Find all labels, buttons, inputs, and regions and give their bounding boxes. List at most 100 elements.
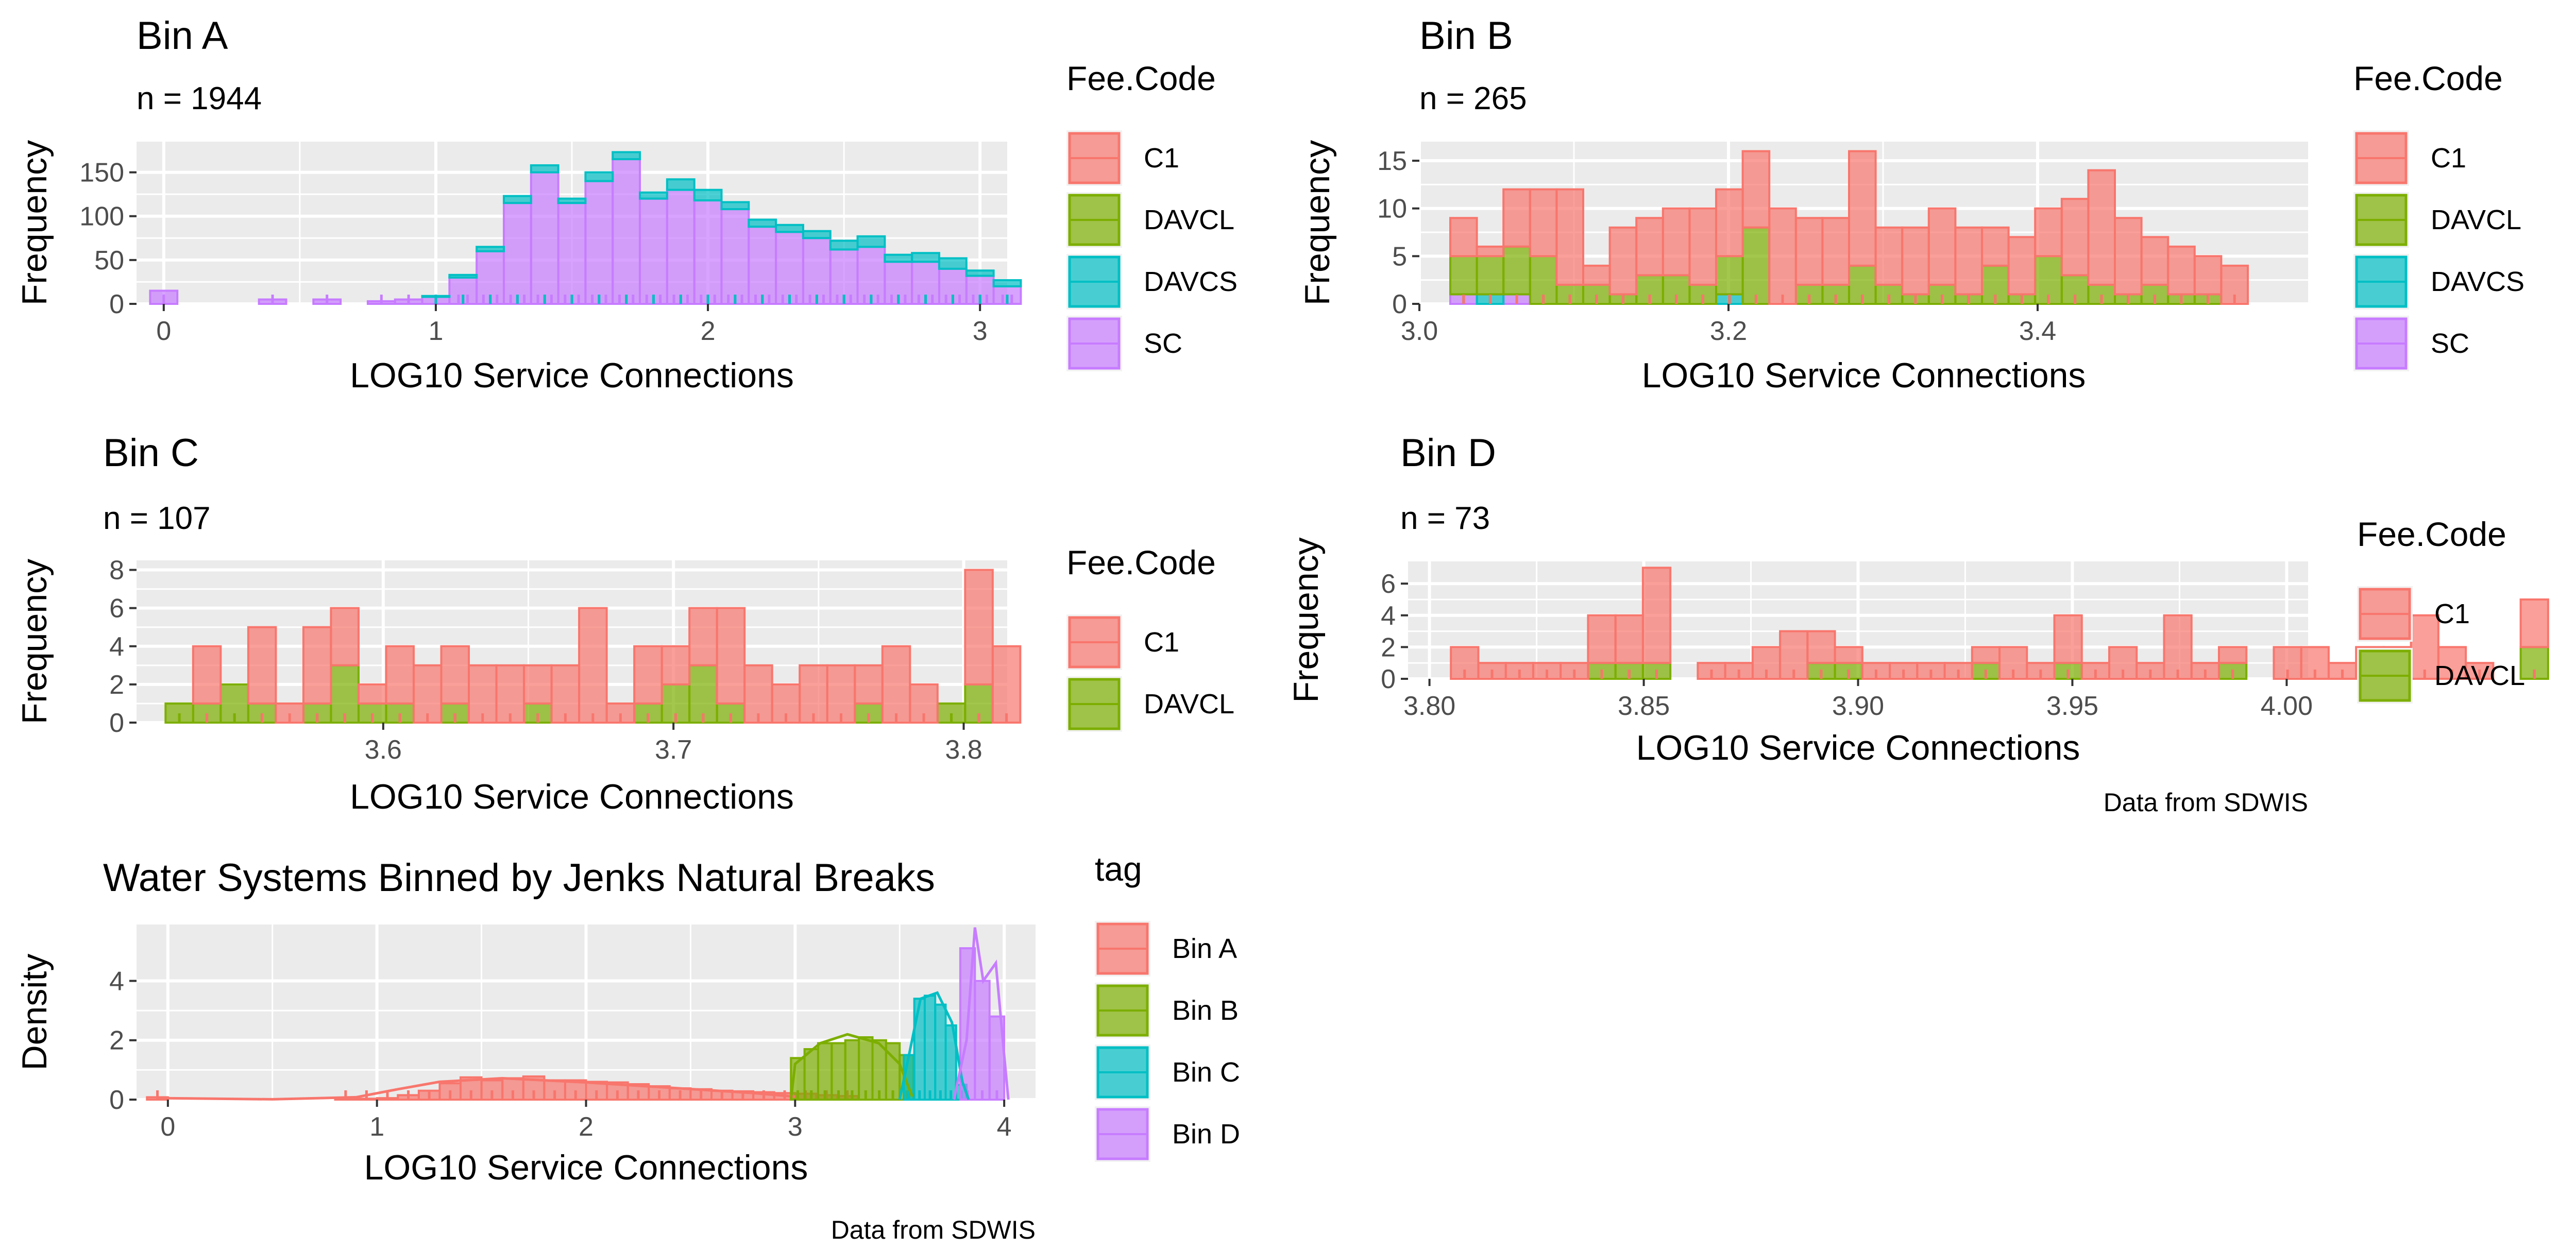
y-tick-label: 2 [1381,632,1396,662]
x-tick-label: 3 [973,316,988,346]
bar-c1 [881,645,911,724]
bar-sc [639,197,668,305]
legend-label: DAVCL [2431,204,2521,235]
bar-c1 [550,664,581,724]
density-line-bin-c [898,991,970,1100]
bar-c1 [964,569,994,686]
x-tick-label: 3.85 [1618,691,1670,721]
y-tick-label: 15 [1377,146,1407,176]
bar-c1 [2163,614,2193,680]
x-tick-label: 0 [160,1112,175,1142]
bar-sc [502,202,532,305]
bar-c1 [1901,226,1930,296]
bar-davcs [911,252,940,263]
bar-davcs [693,189,723,202]
legend-label: C1 [2431,143,2466,174]
legend-label: Bin C [1172,1057,1240,1088]
bar-c1 [1794,217,1824,286]
bar-c1 [578,607,608,724]
bar-bin-b [844,1039,860,1101]
y-tick-label: 0 [1381,664,1396,694]
bar-c1 [2087,169,2116,286]
bar-c1 [440,645,470,705]
y-tick-label: 0 [109,289,124,319]
bar-c1 [716,607,746,705]
bar-c1 [1834,646,1863,664]
legend-title: Fee.Code [2357,515,2506,553]
legend-label: C1 [1144,627,1179,658]
x-tick-label: 3.2 [1710,316,1747,346]
bar-bin-c [913,998,926,1101]
x-tick-label: 4 [997,1112,1012,1142]
bar-c1 [991,645,1022,724]
bar-c1 [2519,598,2549,648]
bar-bin-c [923,995,937,1101]
bar-sc [856,246,886,305]
bar-c1 [302,626,332,705]
bar-c1 [192,645,222,705]
rug [1462,295,2236,304]
x-tick-label: 4.00 [2261,691,2313,721]
bar-c1 [1954,226,1983,296]
y-tick-label: 6 [109,594,124,624]
bar-davcs [884,253,913,263]
bar-c1 [2167,245,2196,296]
bar-c1 [1768,207,1797,305]
chart-subtitle: n = 1944 [137,81,262,116]
bar-c1 [1741,150,1771,229]
bar-c1 [523,664,553,705]
legend: Fee.Code C1 DAVCL DAVCS SC [1066,59,1238,371]
x-tick-label: 3.80 [1403,691,1455,721]
bar-c1 [1449,217,1478,258]
y-tick-label: 10 [1377,194,1407,224]
y-tick-label: 150 [79,158,124,188]
bar-davcs [612,151,641,161]
bar-c1 [688,607,718,666]
chart-title: Bin B [1419,14,1513,58]
bar-c1 [495,664,526,724]
bar-c1 [1848,150,1877,267]
x-tick-label: 3.4 [2019,316,2056,346]
bar-c1 [330,607,360,666]
bar-bin-c [934,1003,947,1101]
density-line-bin-b [789,1033,913,1100]
legend-label: SC [2431,328,2469,359]
legend: Fee.Code C1 DAVCL [2357,515,2525,704]
bar-c1 [1662,207,1691,277]
bars [164,569,1022,724]
bar-sc [748,226,777,305]
legend-label: C1 [1144,143,1179,174]
legend-title: Fee.Code [2353,59,2503,97]
bar-sc [530,171,560,305]
x-tick-label: 3.90 [1832,691,1884,721]
y-tick-label: 0 [1392,289,1407,319]
x-axis-title: LOG10 Service Connections [1636,728,2080,767]
bar-davcs [720,201,750,211]
bar-bin-d [988,1015,1006,1101]
bar-sc [557,202,587,305]
x-tick-label: 3.95 [2046,691,2098,721]
y-axis-title: Frequency [15,140,54,305]
caption: Data from SDWIS [831,1215,1036,1244]
density-line-bin-a [157,1076,795,1101]
bar-sc [584,180,614,305]
x-axis-title: LOG10 Service Connections [364,1148,808,1187]
x-tick-label: 3 [788,1112,803,1142]
legend-label: Bin B [1172,995,1239,1026]
bar-bin-b [858,1036,874,1101]
legend-title: Fee.Code [1066,59,1216,97]
legend-label: C1 [2434,598,2470,629]
bar-c1 [2193,255,2223,296]
y-axis-title: Density [15,954,54,1071]
bar-c1 [1555,188,1584,286]
x-axis-title: LOG10 Service Connections [350,777,794,816]
y-tick-label: 0 [109,1085,124,1115]
rug [1463,670,2536,679]
bar-c1 [660,645,691,686]
chart-binB: 3.0 3.2 3.4 0 5 10 15 Bin B n = 265 LOG10 Service… [1298,14,2524,395]
bar-c1 [1476,245,1505,258]
y-tick-label: 100 [79,202,124,232]
bar-davcs [938,257,968,270]
